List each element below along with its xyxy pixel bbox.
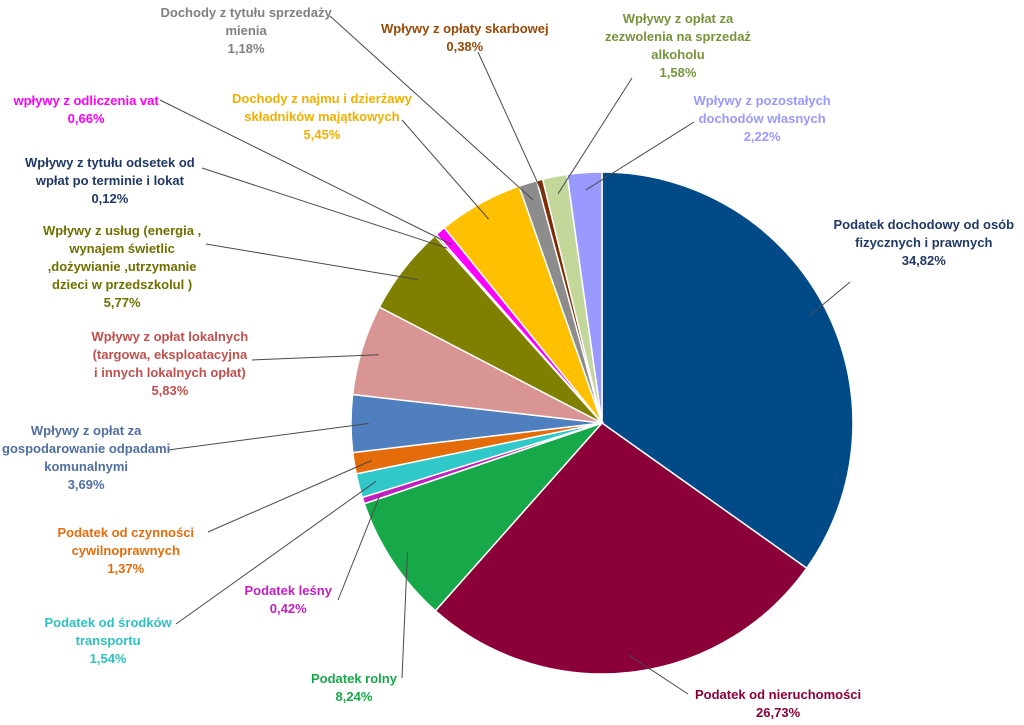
slice-podatek-dochodowy — [601, 171, 854, 570]
slice-label-podatek-dochodowy: Podatek dochodowy od osób fizycznych i pr… — [834, 216, 1015, 270]
slice-label-line: Wpływy z opłat lokalnych — [91, 329, 249, 344]
slice-label-dochody-ze-sprzedazy-mienia: Dochody z tytułu sprzedaży mienia 1,18% — [161, 4, 332, 58]
slice-label-podatek-od-srodkow-transportu: Podatek od środków transportu 1,54% — [45, 614, 172, 668]
slice-label-line: Wpływy z usług (energia , — [43, 223, 202, 238]
slice-label-line: wynajem świetlic — [69, 241, 175, 256]
slice-value-label: 3,69% — [67, 477, 105, 492]
slice-label-line: Podatek leśny — [244, 583, 332, 598]
slice-value-label: 1,58% — [659, 65, 697, 80]
leader-line-podatek-od-czynnosci-cywilnoprawnych — [207, 460, 372, 533]
slice-wplywy-z-pozostalych-dochodow — [566, 171, 603, 424]
slice-label-line: Wpływy z opłaty skarbowej — [381, 21, 549, 36]
leader-line-dochody-ze-sprzedazy-mienia — [329, 15, 534, 201]
slice-label-line: Wpływy z tytułu odsetek od — [25, 155, 195, 170]
leader-line-dochody-z-najmu — [401, 119, 489, 220]
slice-label-line: Dochody z najmu i dzierżawy — [232, 91, 412, 106]
leader-line-podatek-lesny — [337, 494, 381, 601]
slice-value-label: 5,77% — [103, 295, 141, 310]
slice-label-wplywy-z-oplat-za-zezwolenia-alkohol: Wpływy z opłat za zezwolenia na sprzedaż a… — [605, 10, 751, 82]
slice-value-label: 1,54% — [89, 651, 127, 666]
slice-label-dochody-z-najmu: Dochody z najmu i dzierżawy składników ma… — [232, 90, 412, 144]
slice-label-line: cywilnoprawnych — [71, 543, 180, 558]
leader-line-wplywy-z-oplat-za-zezwolenia-alkohol — [557, 77, 633, 194]
slice-label-wplywy-z-odliczenia-vat: wpływy z odliczenia vat 0,66% — [14, 92, 159, 128]
slice-label-wplywy-z-oplaty-skarbowej: Wpływy z opłaty skarbowej 0,38% — [381, 20, 549, 56]
slice-label-wplywy-z-oplat-za-gospodarowanie-odpadami: Wpływy z opłat za gospodarowanie odpadami… — [2, 422, 170, 494]
leader-line-wplywy-z-odliczenia-vat — [159, 99, 452, 245]
slice-label-line: alkoholu — [651, 47, 705, 62]
leader-line-podatek-dochodowy — [809, 281, 851, 317]
slice-value-label: 34,82% — [901, 253, 946, 268]
leader-line-wplywy-z-oplat-lokalnych — [251, 354, 379, 361]
slice-value-label: 5,45% — [303, 127, 341, 142]
slice-label-line: gospodarowanie odpadami — [2, 441, 171, 456]
slice-label-line: fizycznych i prawnych — [855, 235, 993, 250]
leader-line-wplywy-z-uslug — [205, 243, 418, 281]
slice-label-line: dochodów własnych — [698, 111, 826, 126]
slice-value-label: 0,42% — [269, 601, 307, 616]
slice-label-podatek-lesny: Podatek leśny 0,42% — [245, 582, 332, 618]
slice-label-line: (targowa, eksploatacyjna — [92, 347, 248, 362]
slice-label-line: wpływy z odliczenia vat — [13, 93, 159, 108]
slice-podatek-rolny — [363, 421, 605, 612]
slice-label-line: Podatek od nieruchomości — [695, 687, 862, 702]
slice-label-podatek-od-nieruchomosci: Podatek od nieruchomości 26,73% — [695, 686, 861, 722]
slice-label-line: ,dożywianie ,utrzymanie — [47, 259, 197, 274]
slice-label-line: Podatek od środków — [44, 615, 172, 630]
slice-label-line: wpłat po terminie i lokat — [35, 173, 184, 188]
slice-label-line: transportu — [75, 633, 141, 648]
slice-value-label: 0,66% — [67, 111, 105, 126]
slice-label-line: Wpływy z opłat za — [30, 423, 142, 438]
leader-line-podatek-rolny — [401, 552, 408, 679]
slice-label-line: Wpływy z opłat za — [622, 11, 734, 26]
slice-value-label: 5,83% — [151, 383, 189, 398]
slice-label-line: Podatek rolny — [311, 671, 397, 686]
leader-line-wplywy-z-tytulu-odsetek — [201, 167, 448, 249]
slice-podatek-od-nieruchomosci — [434, 421, 808, 675]
slice-value-label: 26,73% — [756, 705, 801, 720]
slice-label-wplywy-z-oplat-lokalnych: Wpływy z opłat lokalnych (targowa, eksplo… — [92, 328, 249, 400]
slice-value-label: 8,24% — [335, 689, 373, 704]
slice-label-line: mienia — [225, 23, 267, 38]
leader-lines — [159, 15, 851, 695]
leader-line-podatek-od-srodkow-transportu — [175, 480, 377, 625]
slice-value-label: 2,22% — [743, 129, 781, 144]
slice-label-line: składników majątkowych — [244, 109, 400, 124]
leader-line-wplywy-z-pozostalych-dochodow — [585, 121, 695, 191]
leader-line-wplywy-z-oplaty-skarbowej — [477, 51, 545, 198]
slice-value-label: 0,38% — [446, 39, 484, 54]
slice-label-podatek-rolny: Podatek rolny 8,24% — [311, 670, 397, 706]
slice-value-label: 0,12% — [91, 191, 129, 206]
slice-label-line: Podatek dochodowy od osób — [833, 217, 1015, 232]
leader-line-podatek-od-nieruchomosci — [628, 654, 689, 695]
slice-value-label: 1,18% — [227, 41, 265, 56]
slice-label-wplywy-z-pozostalych-dochodow: Wpływy z pozostałych dochodów własnych 2,2… — [694, 92, 831, 146]
slice-label-podatek-od-czynnosci-cywilnoprawnych: Podatek od czynności cywilnoprawnych 1,37% — [58, 524, 195, 578]
slice-label-line: i innych lokalnych opłat) — [94, 365, 246, 380]
leader-line-wplywy-z-oplat-za-gospodarowanie-odpadami — [167, 423, 369, 451]
slice-label-line: Podatek od czynności — [57, 525, 195, 540]
slice-label-line: komunalnymi — [44, 459, 129, 474]
slice-value-label: 1,37% — [107, 561, 145, 576]
slice-label-line: zezwolenia na sprzedaż — [605, 29, 751, 44]
slice-label-wplywy-z-uslug: Wpływy z usług (energia , wynajem świetli… — [43, 222, 201, 312]
slice-label-line: Wpływy z pozostałych — [693, 93, 831, 108]
slice-label-wplywy-z-tytulu-odsetek: Wpływy z tytułu odsetek od wpłat po termi… — [25, 154, 195, 208]
slices — [350, 171, 854, 675]
slice-label-line: dzieci w przedszkolul ) — [52, 277, 193, 292]
slice-label-line: Dochody z tytułu sprzedaży — [160, 5, 332, 20]
